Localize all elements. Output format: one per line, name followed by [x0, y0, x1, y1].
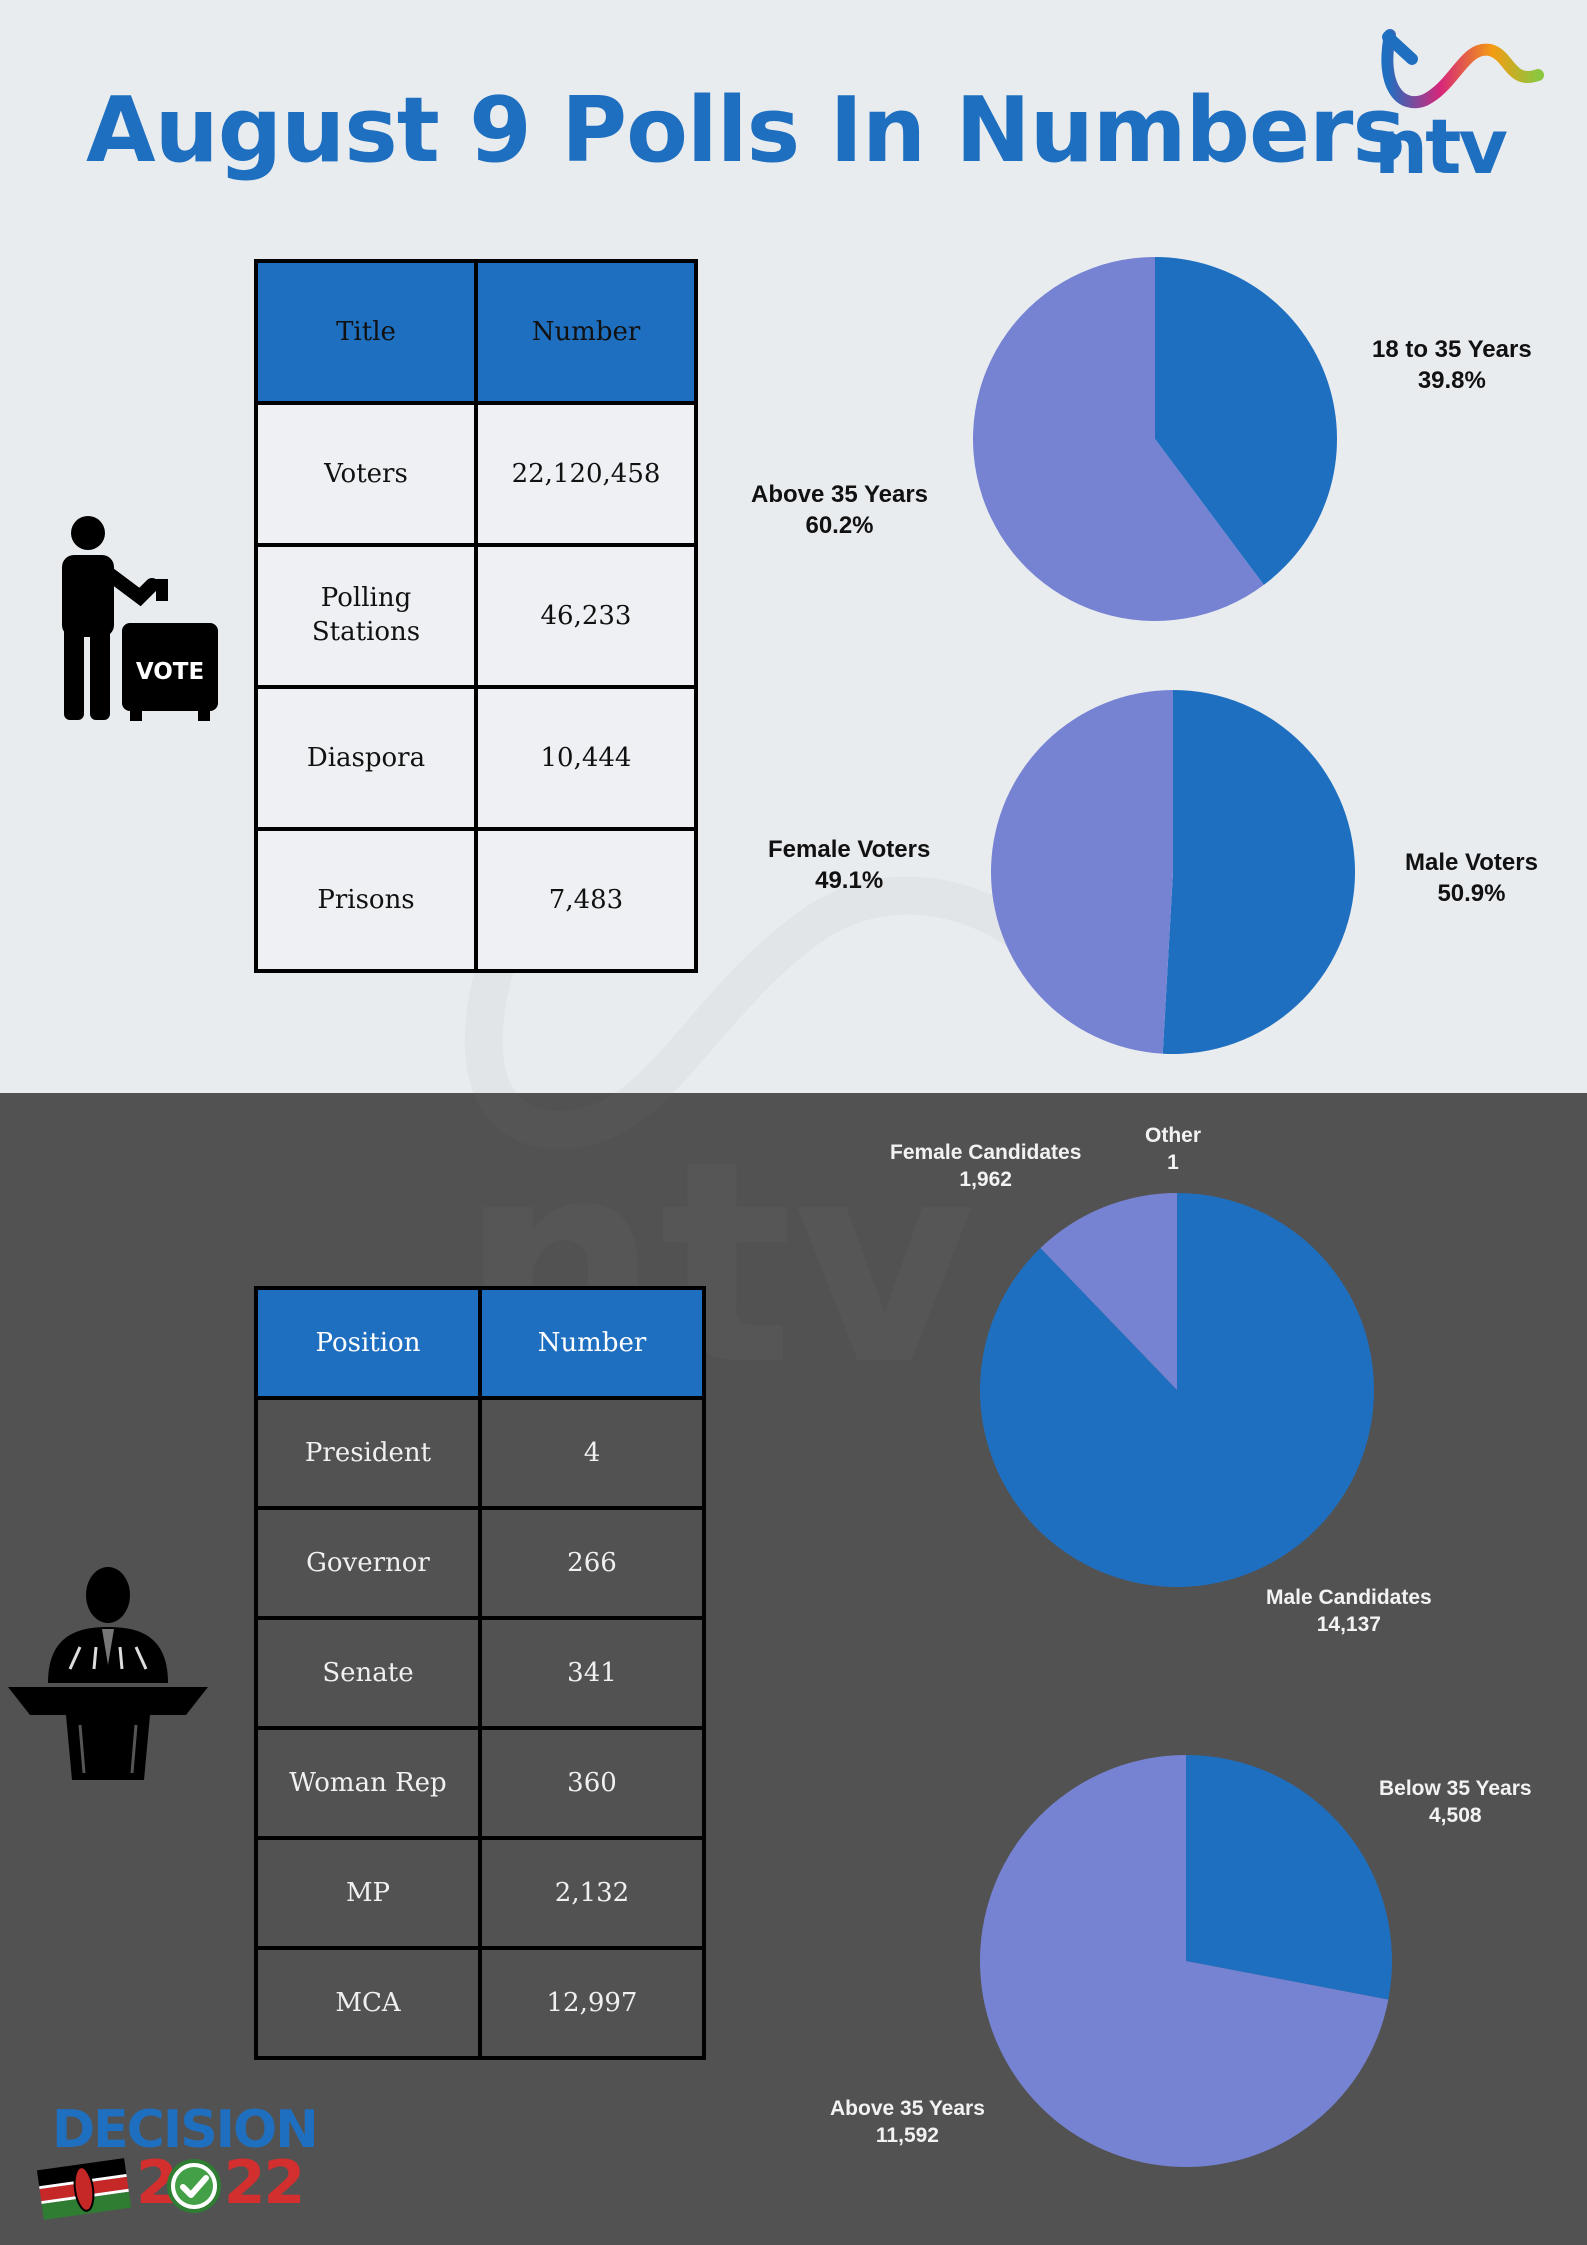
voter-ballot-box-icon: VOTE	[62, 516, 218, 721]
row-title: Polling Stations	[254, 543, 478, 689]
row-title: Voters	[254, 401, 478, 547]
row-number: 341	[478, 1616, 706, 1730]
slice-name: 18 to 35 Years	[1372, 336, 1532, 363]
pie-label: Male Voters 50.9%	[1405, 847, 1538, 909]
age-voters-pie-chart	[973, 257, 1337, 621]
slice-value: 60.2%	[805, 512, 874, 540]
slice-value: 39.8%	[1417, 367, 1486, 395]
table-row: President 4	[254, 1396, 706, 1510]
column-header: Title	[254, 259, 478, 405]
slice-name: Female Voters	[768, 836, 931, 863]
slice-value: 50.9%	[1437, 880, 1506, 908]
row-position: President	[254, 1396, 482, 1510]
decision-2022-logo: DECISION 2 22	[36, 2100, 319, 2230]
slice-value: 49.1%	[815, 867, 884, 895]
decision-year: 2 22	[136, 2148, 305, 2218]
slice-value: 11,592	[875, 2124, 939, 2148]
pie-slice-female-voters	[991, 690, 1173, 1054]
table-row: Senate 341	[254, 1616, 706, 1730]
pie-label: Female Voters 49.1%	[768, 834, 930, 896]
candidates-table: Position Number President 4 Governor 266…	[254, 1286, 706, 2060]
pie-slice-female-candidates	[1040, 1193, 1177, 1390]
column-header: Number	[478, 1286, 706, 1400]
ntv-logo-icon: ntv	[1374, 29, 1544, 191]
ballot-box-label: VOTE	[136, 659, 204, 685]
table-row: Polling Stations 46,233	[254, 543, 698, 689]
pie-slice-above-35-years	[973, 257, 1264, 621]
pie-label: Below 35 Years 4,508	[1379, 1775, 1532, 1830]
pie-slice-above-35-years	[980, 1755, 1389, 2167]
decision-word: DECISION	[52, 2100, 319, 2160]
table-row: MCA 12,997	[254, 1946, 706, 2060]
table-row: MP 2,132	[254, 1836, 706, 1950]
speaker-podium-icon	[8, 1567, 208, 1780]
pie-slice-male-voters	[1162, 690, 1356, 1054]
table-row: Governor 266	[254, 1506, 706, 1620]
row-number: 22,120,458	[474, 401, 698, 547]
pie-slice-18-to-35-years	[1155, 257, 1337, 585]
row-position: Governor	[254, 1506, 482, 1620]
row-number: 46,233	[474, 543, 698, 689]
slice-name: Above 35 Years	[830, 2097, 985, 2120]
ntv-logo: ntv	[1370, 25, 1550, 191]
slice-value: 1	[1167, 1151, 1179, 1175]
age-candidates-pie-chart	[980, 1755, 1392, 2167]
pie-label: Above 35 Years 60.2%	[751, 479, 928, 541]
row-position: Senate	[254, 1616, 482, 1730]
row-number: 4	[478, 1396, 706, 1510]
pie-label: Female Candidates 1,962	[890, 1139, 1081, 1194]
row-number: 266	[478, 1506, 706, 1620]
column-header: Number	[474, 259, 698, 405]
slice-value: 14,137	[1316, 1613, 1381, 1637]
table-row: Voters 22,120,458	[254, 401, 698, 547]
table-row: Woman Rep 360	[254, 1726, 706, 1840]
row-number: 12,997	[478, 1946, 706, 2060]
row-position: MCA	[254, 1946, 482, 2060]
table-row: Diaspora 10,444	[254, 685, 698, 831]
row-title: Diaspora	[254, 685, 478, 831]
pie-slice-below-35-years	[1186, 1755, 1392, 2000]
gender-voters-pie-chart	[991, 690, 1356, 1054]
row-number: 10,444	[474, 685, 698, 831]
kenya-flag-icon	[36, 2158, 132, 2220]
check-circle-icon	[167, 2159, 221, 2213]
slice-name: Other	[1145, 1124, 1202, 1147]
pie-label: 18 to 35 Years 39.8%	[1372, 334, 1532, 396]
row-position: MP	[254, 1836, 482, 1950]
slice-name: Below 35 Years	[1379, 1777, 1532, 1800]
table-header-row: Position Number	[254, 1286, 706, 1400]
gender-candidates-pie-chart	[980, 1193, 1374, 1587]
row-number: 2,132	[478, 1836, 706, 1950]
slice-name: Male Candidates	[1266, 1586, 1432, 1609]
row-number: 360	[478, 1726, 706, 1840]
slice-value: 4,508	[1429, 1804, 1482, 1828]
slice-name: Above 35 Years	[751, 481, 929, 508]
row-number: 7,483	[474, 827, 698, 973]
pie-label: Other 1	[1145, 1122, 1201, 1177]
voters-table: Title Number Voters 22,120,458 Polling S…	[254, 259, 698, 973]
slice-name: Female Candidates	[890, 1141, 1082, 1164]
table-header-row: Title Number	[254, 259, 698, 405]
row-position: Woman Rep	[254, 1726, 482, 1840]
pie-label: Male Candidates 14,137	[1266, 1584, 1432, 1639]
row-title: Prisons	[254, 827, 478, 973]
column-header: Position	[254, 1286, 482, 1400]
ntv-logo-text: ntv	[1374, 102, 1507, 185]
slice-value: 1,962	[959, 1168, 1012, 1192]
page-title: August 9 Polls In Numbers	[86, 78, 1406, 183]
pie-label: Above 35 Years 11,592	[830, 2095, 985, 2150]
slice-name: Male Voters	[1405, 849, 1538, 876]
decision-year-digits: 22	[223, 2148, 305, 2218]
table-row: Prisons 7,483	[254, 827, 698, 973]
